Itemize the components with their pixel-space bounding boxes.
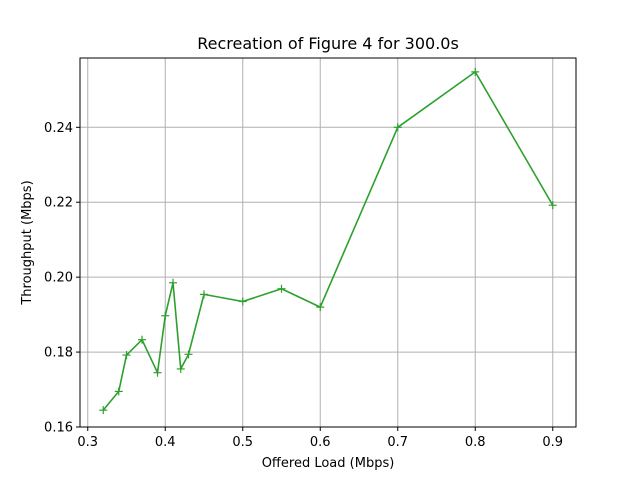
data-point-marker — [238, 297, 247, 306]
series-layer — [99, 67, 557, 415]
data-point-marker — [316, 303, 325, 312]
data-point-marker — [169, 278, 177, 287]
data-point-marker — [176, 364, 185, 373]
x-tick-label: 0.8 — [465, 435, 486, 450]
x-tick-label: 0.6 — [310, 435, 331, 450]
ticks: 0.3 0.4 0.5 0.6 0.7 0.8 0.9 0.16 0.18 0.20 0.22 0.2… — [44, 121, 563, 450]
x-axis-label: Offered Load (Mbps) — [262, 456, 395, 471]
y-tick-label: 0.16 — [44, 421, 73, 436]
data-point-marker — [184, 350, 193, 359]
y-tick-label: 0.20 — [44, 271, 73, 286]
data-point-marker — [122, 351, 131, 360]
data-point-marker — [153, 368, 162, 377]
series-line — [102, 71, 554, 411]
data-point-marker — [548, 201, 557, 210]
x-tick-label: 0.4 — [155, 435, 176, 450]
data-point-marker — [161, 311, 170, 320]
x-tick-label: 0.3 — [77, 435, 98, 450]
x-tick-label: 0.5 — [232, 435, 253, 450]
y-axis-label: Throughput (Mbps) — [20, 180, 35, 305]
chart-title: Recreation of Figure 4 for 300.0s — [197, 34, 459, 53]
y-tick-label: 0.22 — [44, 196, 73, 211]
y-tick-label: 0.24 — [44, 121, 73, 136]
data-point-marker — [99, 406, 108, 415]
x-tick-label: 0.9 — [542, 435, 563, 450]
y-tick-label: 0.18 — [44, 346, 73, 361]
x-tick-label: 0.7 — [387, 435, 408, 450]
data-point-marker — [138, 335, 146, 344]
data-point-marker — [471, 67, 480, 76]
data-point-marker — [393, 123, 402, 132]
axes-frame — [79, 57, 577, 428]
data-point-marker — [277, 284, 286, 293]
data-point-marker — [114, 387, 123, 396]
data-point-marker — [200, 290, 208, 299]
